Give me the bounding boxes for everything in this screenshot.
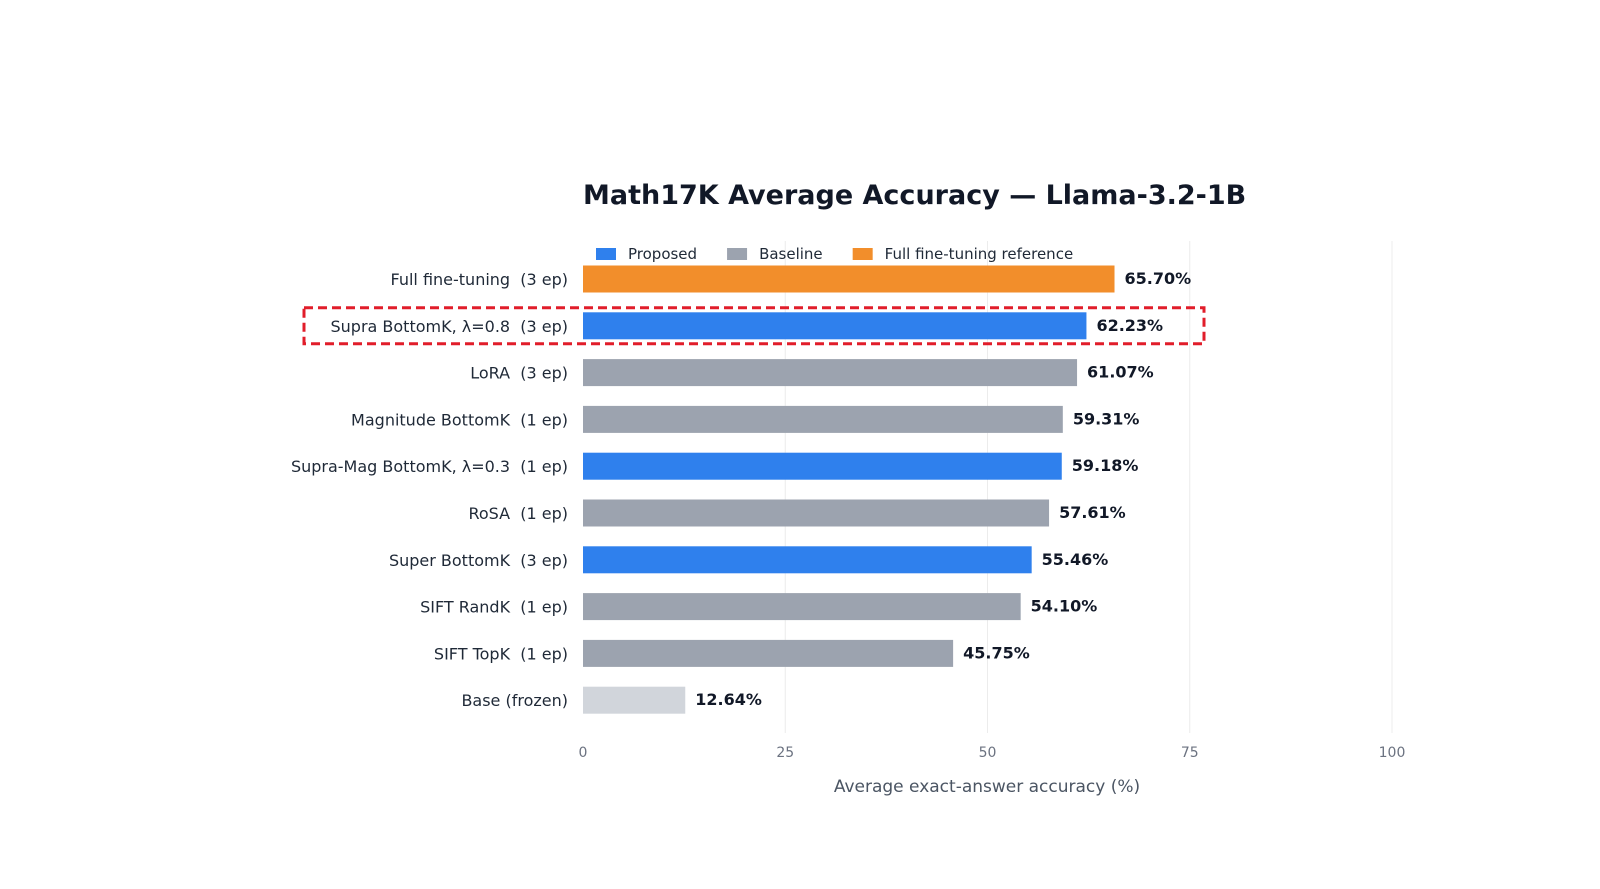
category-label-rosa-1-ep: RoSA (1 ep) bbox=[468, 504, 568, 523]
category-label-supra-bottomk-0-8-3-ep: Supra BottomK, λ=0.8 (3 ep) bbox=[330, 317, 568, 336]
bar-base-frozen bbox=[583, 686, 686, 714]
value-label-super-bottomk-3-ep: 55.46% bbox=[1042, 550, 1109, 569]
value-labels: 65.70% 62.23% 61.07% 59.31% 59.18% 57.61% 55.4… bbox=[695, 269, 1191, 709]
category-label-super-bottomk-3-ep: Super BottomK (3 ep) bbox=[389, 551, 568, 570]
category-label-base-frozen: Base (frozen) bbox=[461, 691, 568, 710]
legend-swatch-proposed bbox=[596, 248, 616, 260]
category-label-sift-randk-1-ep: SIFT RandK (1 ep) bbox=[420, 598, 568, 617]
bar-sift-topk-1-ep bbox=[583, 639, 954, 667]
value-label-supra-mag-bottomk-0-3-1-ep: 59.18% bbox=[1072, 456, 1139, 475]
legend-label-baseline: Baseline bbox=[759, 245, 823, 263]
value-label-sift-randk-1-ep: 54.10% bbox=[1031, 597, 1098, 616]
chart-title: Math17K Average Accuracy — Llama-3.2-1B bbox=[583, 180, 1246, 211]
x-tick-label-0: 0 bbox=[579, 745, 588, 761]
x-tick-label-75: 75 bbox=[1181, 745, 1199, 761]
bar-rosa-1-ep bbox=[583, 499, 1050, 527]
x-axis-ticks: 0 25 50 75 100 bbox=[579, 745, 1406, 761]
bar-super-bottomk-3-ep bbox=[583, 546, 1032, 574]
bar-supra-mag-bottomk-0-3-1-ep bbox=[583, 452, 1062, 480]
value-label-base-frozen: 12.64% bbox=[695, 690, 762, 709]
legend-swatch-full-fine-tuning-reference bbox=[852, 248, 873, 260]
category-label-sift-topk-1-ep: SIFT TopK (1 ep) bbox=[434, 644, 568, 663]
category-label-full-fine-tuning-3-ep: Full fine-tuning (3 ep) bbox=[391, 270, 569, 289]
bar-sift-randk-1-ep bbox=[583, 593, 1021, 621]
legend-swatch-baseline bbox=[727, 248, 748, 260]
bar-supra-bottomk-0-8-3-ep bbox=[583, 312, 1087, 340]
legend-label-full-fine-tuning-reference: Full fine-tuning reference bbox=[885, 245, 1074, 263]
category-labels: Full fine-tuning (3 ep) Supra BottomK, λ=… bbox=[291, 270, 568, 710]
highlight-box bbox=[302, 306, 1206, 346]
x-axis-title: Average exact-answer accuracy (%) bbox=[834, 777, 1140, 797]
value-label-supra-bottomk-0-8-3-ep: 62.23% bbox=[1096, 316, 1163, 335]
x-tick-label-50: 50 bbox=[979, 745, 997, 761]
legend-label-proposed: Proposed bbox=[628, 245, 697, 263]
category-label-supra-mag-bottomk-0-3-1-ep: Supra-Mag BottomK, λ=0.3 (1 ep) bbox=[291, 457, 568, 476]
value-label-sift-topk-1-ep: 45.75% bbox=[963, 643, 1030, 662]
bars bbox=[583, 265, 1115, 714]
x-tick-label-25: 25 bbox=[776, 745, 794, 761]
legend: Proposed Baseline Full fine-tuning referen… bbox=[596, 245, 1073, 263]
bar-magnitude-bottomk-1-ep bbox=[583, 405, 1063, 433]
bar-lora-3-ep bbox=[583, 359, 1078, 387]
value-label-full-fine-tuning-3-ep: 65.70% bbox=[1125, 269, 1192, 288]
category-label-lora-3-ep: LoRA (3 ep) bbox=[470, 364, 568, 383]
value-label-lora-3-ep: 61.07% bbox=[1087, 363, 1154, 382]
value-label-rosa-1-ep: 57.61% bbox=[1059, 503, 1126, 522]
category-label-magnitude-bottomk-1-ep: Magnitude BottomK (1 ep) bbox=[351, 410, 568, 429]
value-label-magnitude-bottomk-1-ep: 59.31% bbox=[1073, 409, 1140, 428]
x-tick-label-100: 100 bbox=[1379, 745, 1406, 761]
bar-full-fine-tuning-3-ep bbox=[583, 265, 1115, 293]
